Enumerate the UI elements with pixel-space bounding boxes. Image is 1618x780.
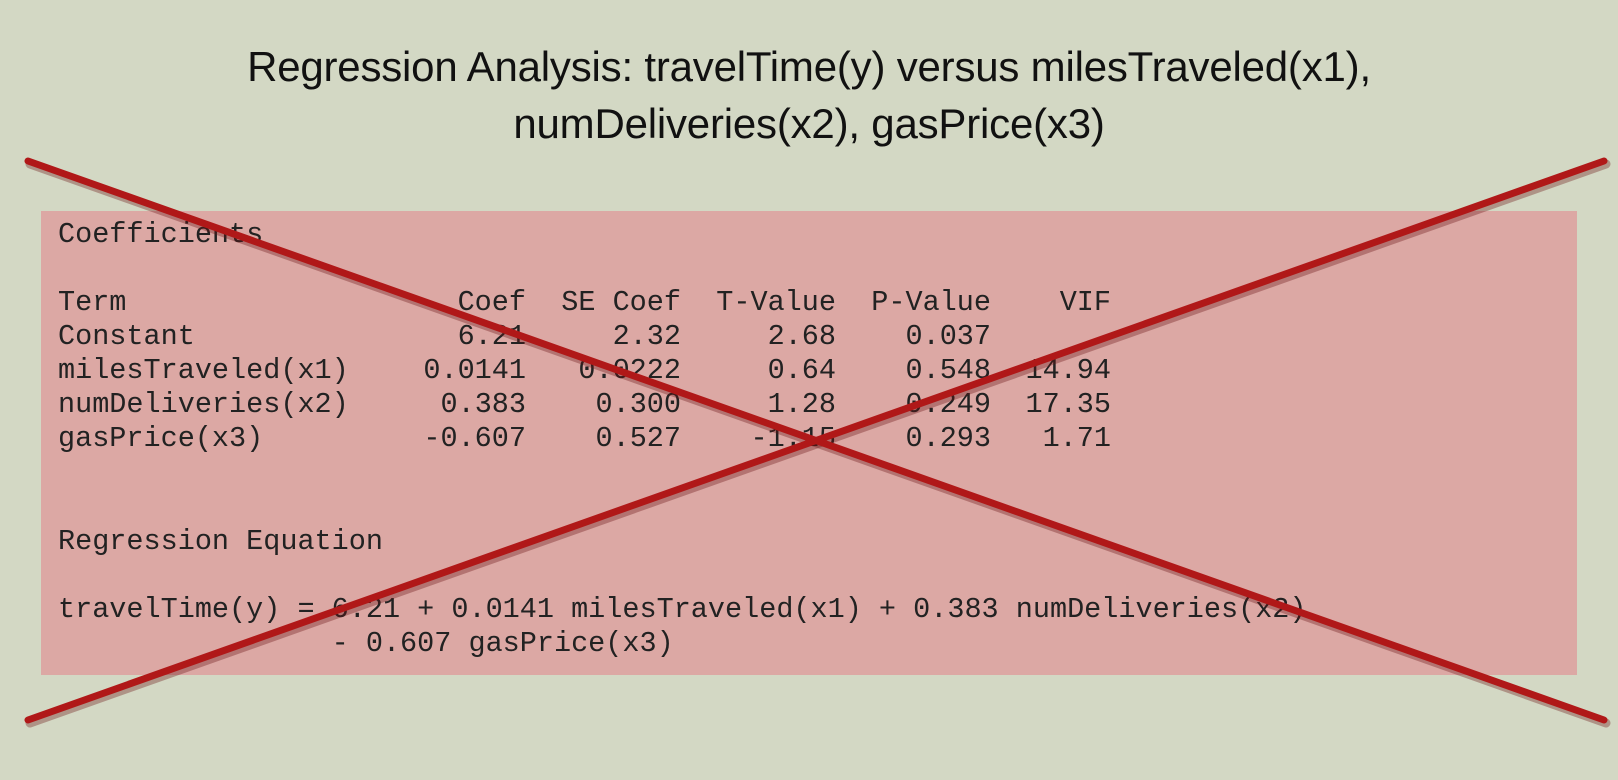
- p-value-cell: 0.293: [905, 422, 991, 455]
- header-p-value: P-Value: [871, 286, 991, 319]
- term-cell: gasPrice(x3): [58, 422, 264, 455]
- coef-cell: -0.607: [423, 422, 526, 455]
- title-line-2: numDeliveries(x2), gasPrice(x3): [513, 100, 1105, 147]
- vif-cell: 14.94: [1025, 354, 1111, 387]
- p-value-cell: 0.249: [905, 388, 991, 421]
- equation-line-1: travelTime(y) = 6.21 + 0.0141 milesTrave…: [58, 593, 1307, 626]
- se-coef-cell: 0.300: [595, 388, 681, 421]
- header-t-value: T-Value: [716, 286, 836, 319]
- header-coef: Coef: [457, 286, 526, 319]
- se-coef-cell: 2.32: [612, 320, 681, 353]
- coefficients-heading: Coefficients: [58, 218, 264, 251]
- table-header-row: Term Coef SE Coef T-Value P-Value VIF: [58, 286, 1158, 320]
- title-line-1: Regression Analysis: travelTime(y) versu…: [247, 43, 1371, 90]
- equation-line-2: - 0.607 gasPrice(x3): [58, 627, 674, 660]
- table-row: gasPrice(x3) -0.607 0.527 -1.15 0.293 1.…: [58, 422, 1158, 456]
- se-coef-cell: 0.527: [595, 422, 681, 455]
- vif-cell: 1.71: [1042, 422, 1111, 455]
- se-coef-cell: 0.0222: [578, 354, 681, 387]
- coef-cell: 0.0141: [423, 354, 526, 387]
- table-row: numDeliveries(x2) 0.383 0.300 1.28 0.249…: [58, 388, 1158, 422]
- regression-output-panel: Coefficients Term Coef SE Coef T-Value P…: [41, 211, 1577, 675]
- header-vif: VIF: [1059, 286, 1111, 319]
- t-value-cell: 2.68: [767, 320, 836, 353]
- term-cell: milesTraveled(x1): [58, 354, 349, 387]
- term-cell: Constant: [58, 320, 195, 353]
- p-value-cell: 0.548: [905, 354, 991, 387]
- coef-cell: 6.21: [457, 320, 526, 353]
- equation-heading: Regression Equation: [58, 525, 383, 558]
- table-row: Constant 6.21 2.32 2.68 0.037: [58, 320, 1158, 354]
- header-se-coef: SE Coef: [561, 286, 681, 319]
- p-value-cell: 0.037: [905, 320, 991, 353]
- slide-title: Regression Analysis: travelTime(y) versu…: [0, 38, 1618, 152]
- t-value-cell: 1.28: [767, 388, 836, 421]
- coef-cell: 0.383: [440, 388, 526, 421]
- table-row: milesTraveled(x1) 0.0141 0.0222 0.64 0.5…: [58, 354, 1158, 388]
- header-term: Term: [58, 286, 127, 319]
- t-value-cell: -1.15: [750, 422, 836, 455]
- term-cell: numDeliveries(x2): [58, 388, 349, 421]
- t-value-cell: 0.64: [767, 354, 836, 387]
- vif-cell: 17.35: [1025, 388, 1111, 421]
